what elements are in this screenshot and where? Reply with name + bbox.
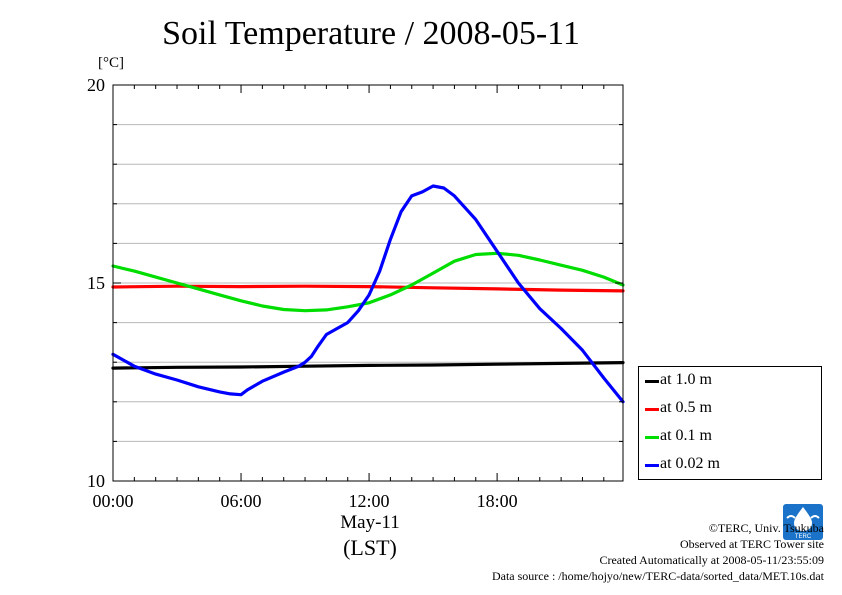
legend-swatch	[645, 380, 659, 383]
legend-item: at 0.1 m	[639, 423, 821, 451]
series-line	[111, 284, 625, 293]
legend-label: at 0.02 m	[660, 455, 720, 472]
y-tick-label: 10	[87, 471, 105, 491]
data-source-text: Data source : /home/hojyo/new/TERC-data/…	[491, 569, 824, 583]
series-lines	[111, 184, 625, 404]
legend-label: at 0.1 m	[660, 427, 712, 444]
legend-swatch	[645, 436, 659, 439]
legend-swatch	[645, 464, 659, 467]
terc-logo-icon: TERC	[783, 504, 823, 540]
legend-label: at 0.5 m	[660, 399, 712, 416]
x-tick-label: 00:00	[92, 491, 133, 511]
x-tick-label: 06:00	[221, 491, 262, 511]
legend-item: at 0.5 m	[639, 395, 821, 423]
credits-block: ©TERC, Univ. Tsukuba Observed at TERC To…	[492, 520, 824, 584]
y-axis-unit-label: [°C]	[98, 55, 124, 71]
series-line	[111, 251, 625, 313]
x-axis-date-label: May-11	[340, 512, 400, 533]
axis-ticks	[112, 84, 623, 482]
legend-label: at 1.0 m	[660, 371, 712, 388]
y-tick-label: 20	[87, 75, 105, 95]
series-line	[111, 184, 625, 404]
series-line	[111, 361, 625, 370]
x-axis-timezone-label: (LST)	[343, 535, 397, 560]
logo-text: TERC	[795, 534, 812, 540]
x-tick-label: 18:00	[477, 491, 518, 511]
axis-tick-labels: 10 15 20 00:00 06:00 12:00 18:00	[87, 75, 518, 511]
y-tick-label: 15	[87, 273, 105, 293]
observed-text: Observed at TERC Tower site	[679, 537, 824, 551]
grid-lines	[113, 124, 623, 442]
legend: at 1.0 m at 0.5 m at 0.1 m at 0.02 m	[638, 366, 822, 480]
legend-swatch	[645, 408, 659, 411]
chart-title: Soil Temperature / 2008-05-11	[162, 15, 580, 52]
legend-item: at 1.0 m	[639, 367, 821, 395]
created-text: Created Automatically at 2008-05-11/23:5…	[599, 553, 824, 567]
x-tick-label: 12:00	[349, 491, 390, 511]
legend-item: at 0.02 m	[639, 451, 821, 479]
copyright-text: ©TERC, Univ. Tsukuba	[708, 521, 824, 535]
